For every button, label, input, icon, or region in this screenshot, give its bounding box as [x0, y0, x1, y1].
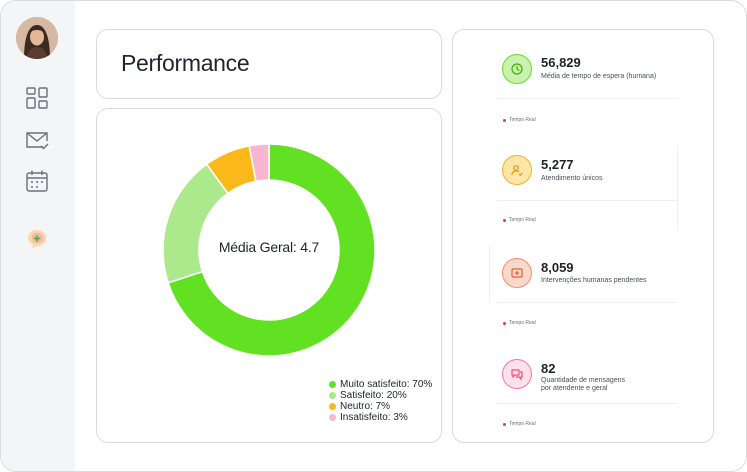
legend-label: Muito satisfeito: 70% [340, 379, 433, 390]
realtime-label: Tempo Real [509, 320, 536, 326]
realtime-badge: Tempo Real [503, 117, 536, 123]
legend-dot [329, 414, 336, 421]
stat-value: 8,059 [541, 260, 574, 275]
pending-icon [502, 258, 532, 288]
donut-chart [162, 143, 376, 357]
clock-icon [502, 54, 532, 84]
user-check-icon [502, 155, 532, 185]
chart-center-label: Média Geral: 4.7 [218, 239, 320, 255]
divider [677, 146, 678, 230]
divider [497, 302, 677, 303]
legend-dot [329, 381, 336, 388]
legend-item-neutro: Neutro: 7% [329, 401, 432, 412]
stat-value: 56,829 [541, 55, 581, 70]
donut-slice-satisfeito[interactable] [162, 163, 229, 284]
satisfaction-chart-card: Média Geral: 4.7 Muito satisfeito: 70% S… [96, 108, 442, 443]
live-dot-icon [503, 422, 506, 426]
realtime-label: Tempo Real [509, 117, 536, 123]
stat-value: 5,277 [541, 157, 574, 172]
messages-icon [502, 359, 532, 389]
legend-item-insatisfeito: Insatisfeito: 3% [329, 412, 432, 423]
stat-label: Intervenções humanas pendentes [541, 277, 647, 284]
realtime-label: Tempo Real [509, 217, 536, 223]
calendar-icon[interactable] [24, 168, 50, 194]
legend-item-muito-satisfeito: Muito satisfeito: 70% [329, 379, 432, 390]
stat-label: Atendimento únicos [541, 175, 603, 182]
mail-check-icon[interactable] [24, 127, 50, 153]
legend-label: Neutro: 7% [340, 401, 391, 412]
user-avatar[interactable] [16, 17, 58, 59]
dashboard-grid-icon[interactable] [24, 85, 50, 111]
divider [497, 403, 677, 404]
chart-legend: Muito satisfeito: 70% Satisfeito: 20% Ne… [329, 379, 432, 423]
divider [497, 200, 677, 201]
realtime-label: Tempo Real [509, 421, 536, 427]
realtime-badge: Tempo Real [503, 421, 536, 427]
divider [497, 98, 677, 99]
stat-value: 82 [541, 361, 556, 376]
live-dot-icon [503, 218, 506, 222]
chat-spark-icon[interactable] [24, 226, 50, 252]
realtime-badge: Tempo Real [503, 320, 536, 326]
sidebar [1, 1, 75, 471]
donut-slice-insatisfeito[interactable] [248, 143, 270, 183]
donut-slice-muito-satisfeito[interactable] [167, 143, 376, 357]
avatar-image [16, 17, 58, 59]
legend-item-satisfeito: Satisfeito: 20% [329, 390, 432, 401]
kpi-stats-card: 56,829 Média de tempo de espera (humana)… [452, 29, 714, 443]
live-dot-icon [503, 321, 506, 325]
realtime-badge: Tempo Real [503, 217, 536, 223]
page-title: Performance [121, 50, 250, 76]
legend-label: Satisfeito: 20% [340, 390, 407, 401]
stat-label: Quantidade de mensagens por atendente e … [541, 377, 626, 392]
divider [489, 246, 490, 302]
performance-header-card: Performance [96, 29, 442, 99]
legend-dot [329, 403, 336, 410]
stat-label: Média de tempo de espera (humana) [541, 73, 657, 80]
legend-label: Insatisfeito: 3% [340, 412, 408, 423]
legend-dot [329, 392, 336, 399]
live-dot-icon [503, 118, 506, 122]
